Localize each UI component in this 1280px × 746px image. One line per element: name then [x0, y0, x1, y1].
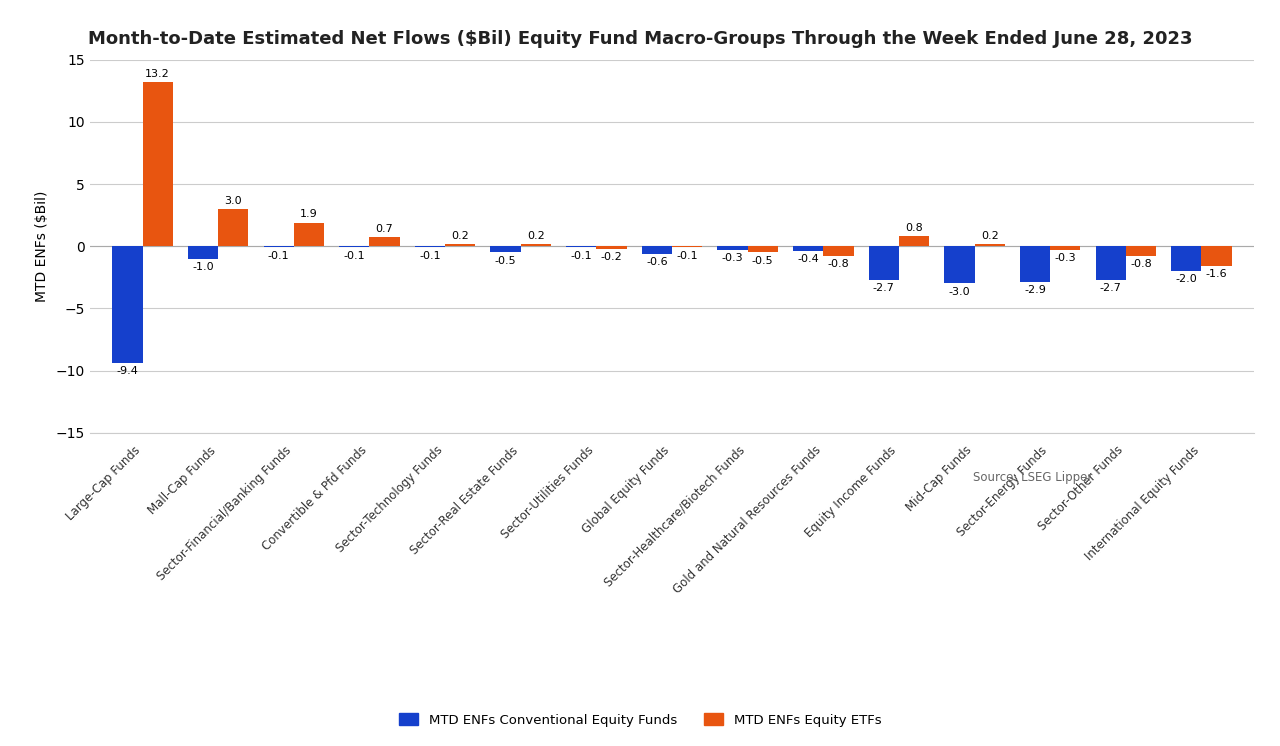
- Bar: [218, 209, 248, 246]
- Text: -0.3: -0.3: [1055, 253, 1076, 263]
- Text: -0.1: -0.1: [571, 251, 593, 260]
- Text: 0.2: 0.2: [452, 231, 468, 240]
- Bar: [596, 246, 627, 248]
- Bar: [188, 246, 218, 259]
- Text: Sector-Technology Funds: Sector-Technology Funds: [334, 444, 445, 555]
- Text: 1.9: 1.9: [300, 210, 317, 219]
- Text: Sector-Energy Funds: Sector-Energy Funds: [955, 444, 1050, 539]
- Text: Mid-Cap Funds: Mid-Cap Funds: [904, 444, 974, 514]
- Text: Sector-Other Funds: Sector-Other Funds: [1036, 444, 1126, 533]
- Text: Sector-Utilities Funds: Sector-Utilities Funds: [499, 444, 596, 541]
- Text: -2.0: -2.0: [1175, 275, 1197, 284]
- Text: -0.5: -0.5: [495, 255, 516, 266]
- Bar: [264, 246, 294, 248]
- Text: -0.1: -0.1: [268, 251, 289, 260]
- Text: -0.6: -0.6: [646, 257, 668, 267]
- Bar: [1126, 246, 1156, 256]
- Text: 0.7: 0.7: [376, 225, 393, 234]
- Bar: [113, 246, 142, 363]
- Text: International Equity Funds: International Equity Funds: [1083, 444, 1202, 562]
- Text: -2.9: -2.9: [1024, 286, 1046, 295]
- Text: -9.4: -9.4: [116, 366, 138, 376]
- Text: Equity Income Funds: Equity Income Funds: [803, 444, 899, 540]
- Bar: [1020, 246, 1050, 282]
- Text: Global Equity Funds: Global Equity Funds: [580, 444, 672, 536]
- Text: -1.0: -1.0: [192, 262, 214, 272]
- Text: -1.6: -1.6: [1206, 269, 1228, 279]
- Text: -0.3: -0.3: [722, 253, 744, 263]
- Text: -0.8: -0.8: [1130, 260, 1152, 269]
- Bar: [1202, 246, 1231, 266]
- Text: 3.0: 3.0: [224, 195, 242, 206]
- Bar: [370, 237, 399, 246]
- Text: Source: LSEG Lipper: Source: LSEG Lipper: [973, 471, 1092, 484]
- Text: Sector-Financial/Banking Funds: Sector-Financial/Banking Funds: [155, 444, 294, 583]
- Bar: [717, 246, 748, 250]
- Bar: [823, 246, 854, 256]
- Bar: [445, 244, 475, 246]
- Text: -0.8: -0.8: [828, 260, 849, 269]
- Bar: [339, 246, 370, 248]
- Bar: [1096, 246, 1126, 280]
- Text: -2.7: -2.7: [873, 283, 895, 293]
- Bar: [641, 246, 672, 254]
- Text: -0.2: -0.2: [600, 252, 622, 262]
- Bar: [490, 246, 521, 252]
- Text: Sector-Real Estate Funds: Sector-Real Estate Funds: [408, 444, 521, 557]
- Text: -2.7: -2.7: [1100, 283, 1121, 293]
- Text: -3.0: -3.0: [948, 286, 970, 297]
- Bar: [521, 244, 550, 246]
- Bar: [1050, 246, 1080, 250]
- Y-axis label: MTD ENFs ($Bil): MTD ENFs ($Bil): [35, 190, 49, 302]
- Bar: [869, 246, 899, 280]
- Text: -0.1: -0.1: [343, 251, 365, 260]
- Text: -0.4: -0.4: [797, 254, 819, 264]
- Bar: [945, 246, 974, 283]
- Bar: [899, 236, 929, 246]
- Text: -0.5: -0.5: [751, 255, 773, 266]
- Text: 0.8: 0.8: [905, 223, 923, 233]
- Bar: [974, 244, 1005, 246]
- Bar: [672, 246, 703, 248]
- Bar: [1171, 246, 1202, 271]
- Text: Large-Cap Funds: Large-Cap Funds: [63, 444, 142, 523]
- Text: -0.1: -0.1: [676, 251, 698, 260]
- Bar: [748, 246, 778, 252]
- Text: 13.2: 13.2: [146, 69, 170, 79]
- Bar: [415, 246, 445, 248]
- Bar: [566, 246, 596, 248]
- Text: Sector-Healthcare/Biotech Funds: Sector-Healthcare/Biotech Funds: [602, 444, 748, 589]
- Bar: [142, 82, 173, 246]
- Legend: MTD ENFs Conventional Equity Funds, MTD ENFs Equity ETFs: MTD ENFs Conventional Equity Funds, MTD …: [393, 708, 887, 732]
- Text: 0.2: 0.2: [980, 231, 998, 240]
- Text: 0.2: 0.2: [527, 231, 545, 240]
- Text: -0.1: -0.1: [419, 251, 440, 260]
- Bar: [794, 246, 823, 251]
- Text: Mall-Cap Funds: Mall-Cap Funds: [146, 444, 218, 516]
- Text: Gold and Natural Resources Funds: Gold and Natural Resources Funds: [671, 444, 823, 597]
- Bar: [294, 222, 324, 246]
- Text: Convertible & Pfd Funds: Convertible & Pfd Funds: [260, 444, 370, 554]
- Text: Month-to-Date Estimated Net Flows ($Bil) Equity Fund Macro-Groups Through the We: Month-to-Date Estimated Net Flows ($Bil)…: [88, 30, 1192, 48]
